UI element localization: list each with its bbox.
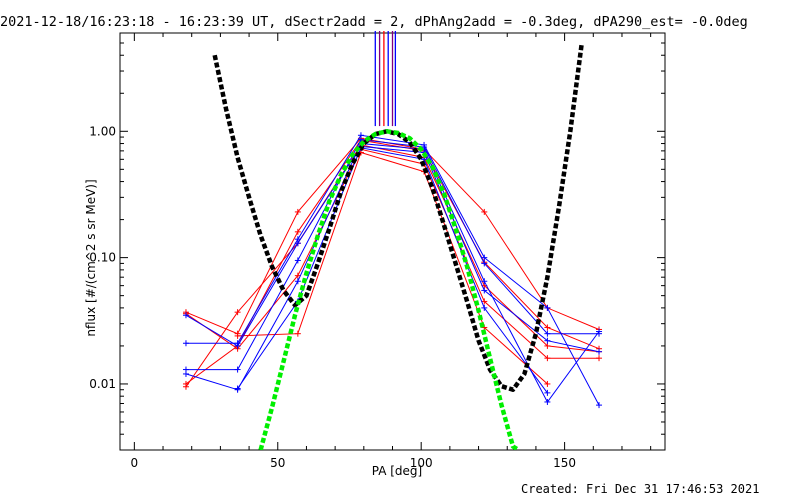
- data-point: [544, 342, 551, 349]
- x-tick-label: 150: [553, 456, 576, 470]
- y-tick-label: 1.00: [89, 124, 116, 138]
- data-point: [234, 366, 241, 373]
- vertical-markers: [374, 31, 397, 127]
- data-point: [182, 312, 189, 319]
- data-point: [294, 278, 301, 285]
- data-point: [234, 309, 241, 316]
- data-point: [182, 383, 189, 390]
- fit-curve: [258, 129, 520, 450]
- data-point: [182, 340, 189, 347]
- data-point: [544, 337, 551, 344]
- data-point: [182, 370, 189, 377]
- data-point: [481, 298, 488, 305]
- data-point: [294, 240, 301, 247]
- data-point: [294, 228, 301, 235]
- y-axis-label: nflux [#/(cm^2 s sr MeV)]: [84, 179, 98, 336]
- data-point: [481, 254, 488, 261]
- series-line: [185, 137, 600, 335]
- data-series: [182, 132, 603, 409]
- data-point: [596, 402, 603, 409]
- y-tick-label: 0.10: [89, 251, 116, 265]
- data-point: [544, 330, 551, 337]
- data-point: [596, 355, 603, 362]
- created-timestamp: Created: Fri Dec 31 17:46:53 2021: [521, 482, 760, 496]
- chart-title: 2021-12-18/16:23:18 - 16:23:39 UT, dSect…: [0, 14, 748, 30]
- data-point: [544, 324, 551, 331]
- data-point: [481, 287, 488, 294]
- data-point: [294, 208, 301, 215]
- series-line: [186, 134, 600, 406]
- series-line: [237, 151, 548, 385]
- series-line: [237, 147, 548, 394]
- data-point: [544, 389, 551, 396]
- data-point: [481, 260, 488, 267]
- x-tick-label: 100: [410, 456, 433, 470]
- x-tick-label: 0: [131, 456, 139, 470]
- axis-ticks: 0 50 100 150 0.01 0.10 1.00: [89, 32, 665, 470]
- data-point: [234, 385, 241, 392]
- data-point: [234, 332, 241, 339]
- x-tick-label: 50: [270, 456, 285, 470]
- data-point: [544, 304, 551, 311]
- fit-curve: [212, 42, 585, 392]
- series-line: [185, 139, 600, 385]
- y-tick-label: 0.01: [89, 377, 116, 391]
- data-point: [481, 208, 488, 215]
- series-line: [185, 145, 600, 353]
- data-point: [596, 328, 603, 335]
- series-line: [185, 142, 600, 403]
- x-axis-label: PA [deg]: [372, 464, 422, 478]
- data-point: [544, 380, 551, 387]
- data-point: [481, 278, 488, 285]
- data-point: [544, 398, 551, 405]
- data-point: [544, 355, 551, 362]
- data-point: [294, 330, 301, 337]
- data-point: [596, 348, 603, 355]
- data-point: [294, 257, 301, 264]
- fit-curves: [212, 42, 585, 450]
- series-line: [185, 148, 599, 359]
- data-point: [481, 304, 488, 311]
- data-point: [234, 342, 241, 349]
